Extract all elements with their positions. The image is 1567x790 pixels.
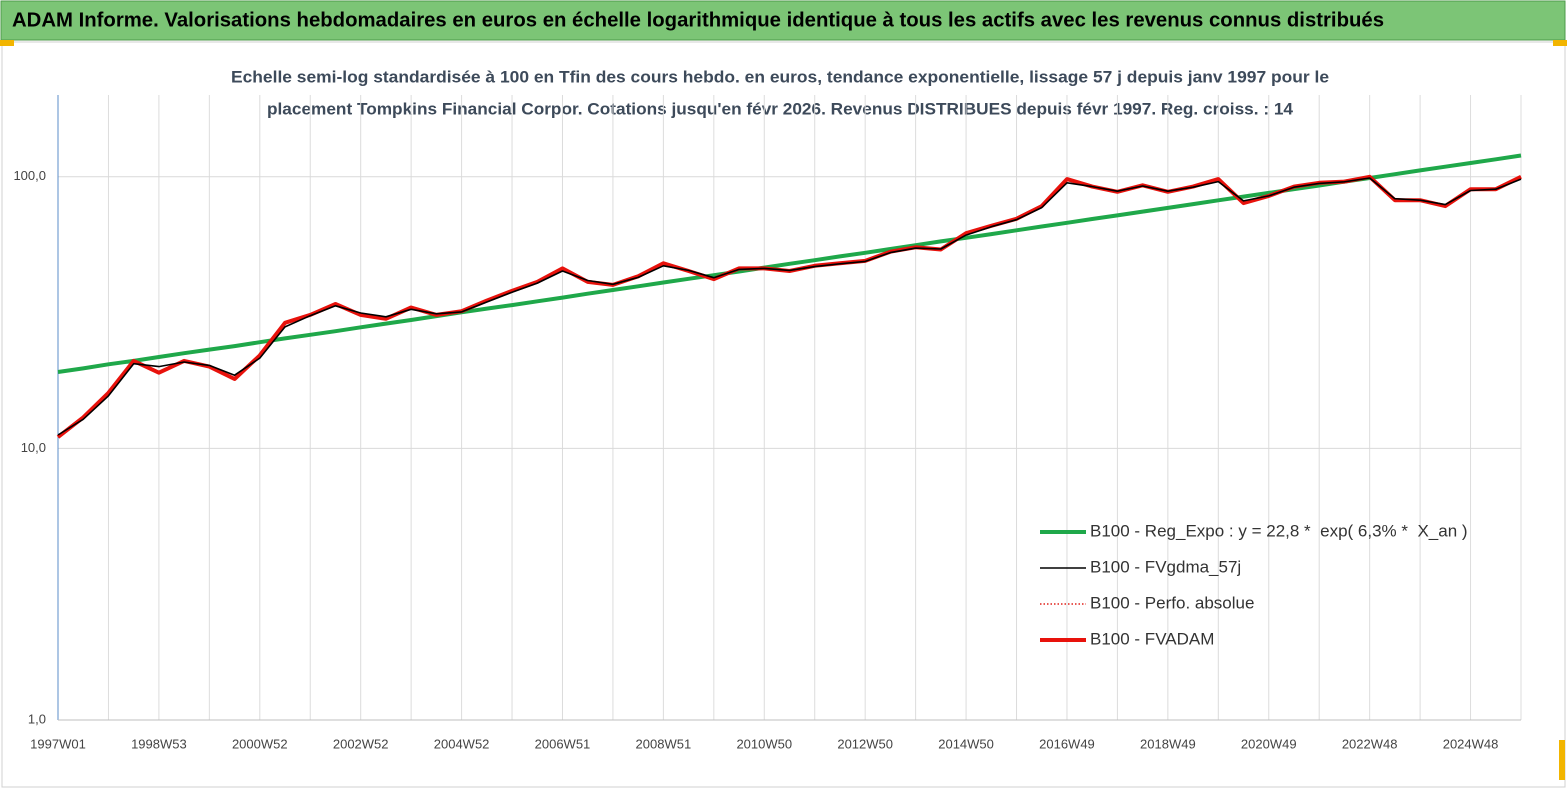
subtitle: placement Tompkins Financial Corpor. Cot… bbox=[267, 99, 1294, 118]
x-tick-label: 2024W48 bbox=[1443, 736, 1499, 751]
legend-label: B100 - FVgdma_57j bbox=[1090, 557, 1241, 576]
legend-label: B100 - Reg_Expo : y = 22,8 * exp( 6,3% *… bbox=[1090, 521, 1468, 540]
x-tick-label: 2010W50 bbox=[736, 736, 792, 751]
x-tick-label: 2016W49 bbox=[1039, 736, 1095, 751]
chart-title: ADAM Informe. Valorisations hebdomadaire… bbox=[12, 9, 1384, 31]
x-tick-label: 2020W49 bbox=[1241, 736, 1297, 751]
x-tick-label: 2022W48 bbox=[1342, 736, 1398, 751]
x-tick-label: 2004W52 bbox=[434, 736, 490, 751]
y-tick-label: 10,0 bbox=[21, 440, 46, 455]
x-tick-label: 1997W01 bbox=[30, 736, 86, 751]
x-tick-label: 1998W53 bbox=[131, 736, 187, 751]
x-tick-label: 2018W49 bbox=[1140, 736, 1196, 751]
subtitle: Echelle semi-log standardisée à 100 en T… bbox=[231, 67, 1329, 86]
x-tick-label: 2000W52 bbox=[232, 736, 288, 751]
corner-mark bbox=[1553, 40, 1567, 46]
legend-label: B100 - Perfo. absolue bbox=[1090, 593, 1254, 612]
y-tick-label: 100,0 bbox=[13, 168, 46, 183]
y-tick-label: 1,0 bbox=[28, 711, 46, 726]
legend-label: B100 - FVADAM bbox=[1090, 629, 1214, 648]
x-tick-label: 2002W52 bbox=[333, 736, 389, 751]
corner-mark bbox=[1559, 740, 1565, 780]
chart-frame bbox=[1, 41, 1566, 788]
corner-mark bbox=[0, 40, 14, 46]
x-tick-label: 2014W50 bbox=[938, 736, 994, 751]
header-bar bbox=[0, 0, 1566, 41]
series-line bbox=[57, 177, 1522, 436]
x-tick-label: 2012W50 bbox=[837, 736, 893, 751]
x-tick-label: 2006W51 bbox=[535, 736, 591, 751]
x-tick-label: 2008W51 bbox=[636, 736, 692, 751]
